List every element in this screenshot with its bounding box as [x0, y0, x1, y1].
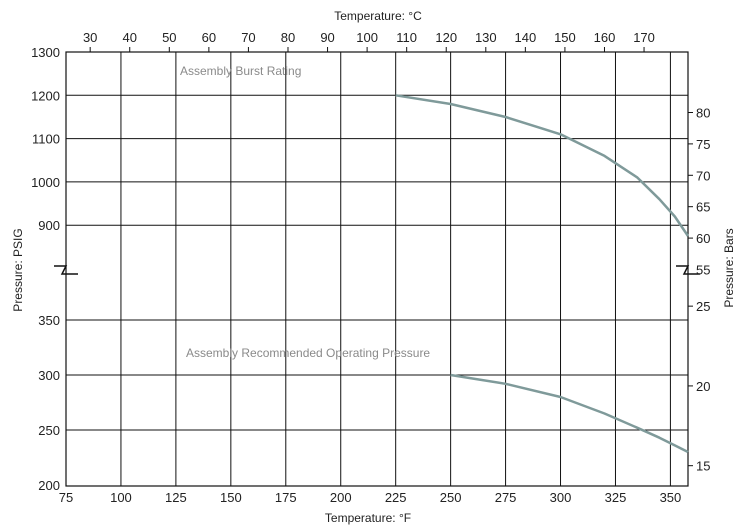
x2-tick-label: 120	[435, 30, 457, 45]
x2-tick-label: 70	[241, 30, 255, 45]
x2-tick-label: 90	[320, 30, 334, 45]
tick-labels: 75 100 125 150 175 200 225 250 275 300 325 350 30 40 5…	[31, 30, 710, 505]
x-tick-label: 300	[550, 490, 572, 505]
plot-frame	[65, 51, 689, 487]
x-tick-label: 200	[330, 490, 352, 505]
y-axis-label: Pressure: PSIG	[11, 228, 25, 311]
y2-tick-label: 65	[696, 200, 710, 215]
y-tick-label: 1300	[31, 45, 60, 60]
series-label-operating-pressure: Assembly Recommended Operating Pressure	[186, 346, 430, 360]
series-line-0	[395, 94, 690, 237]
x2-tick-label: 170	[633, 30, 655, 45]
x2-tick-label: 150	[554, 30, 576, 45]
x2-tick-label: 60	[202, 30, 216, 45]
axis-break-left	[54, 265, 78, 275]
x2-tick-label: 30	[83, 30, 97, 45]
y2-tick-label: 70	[696, 168, 710, 183]
x2-tick-label: 40	[123, 30, 137, 45]
x-tick-label: 100	[110, 490, 132, 505]
axis-breaks	[52, 258, 702, 278]
y2-tick-label: 80	[696, 105, 710, 120]
y2-tick-label: 60	[696, 231, 710, 246]
x-tick-label: 350	[660, 490, 682, 505]
y2-tick-label: 25	[696, 299, 710, 314]
y-tick-label: 1000	[31, 175, 60, 190]
x-tick-label: 225	[385, 490, 407, 505]
series-line-1	[450, 373, 689, 454]
x-axis-label: Temperature: °F	[325, 511, 411, 525]
series-group	[395, 94, 690, 454]
x2-axis-label: Temperature: °C	[334, 9, 422, 23]
y-tick-label: 1100	[32, 132, 60, 147]
x2-tick-label: 160	[594, 30, 616, 45]
y-tick-label: 900	[38, 218, 60, 233]
series-label-burst-rating: Assembly Burst Rating	[180, 64, 301, 78]
x2-tick-label: 80	[281, 30, 295, 45]
x-tick-label: 175	[275, 490, 297, 505]
x2-tick-label: 140	[515, 30, 537, 45]
x-tick-label: 275	[495, 490, 517, 505]
x-tick-label: 325	[605, 490, 627, 505]
x-tick-label: 125	[165, 490, 187, 505]
x2-tick-label: 50	[162, 30, 176, 45]
y-tick-label: 350	[38, 313, 60, 328]
y-tick-label: 300	[38, 368, 60, 383]
y2-tick-label: 75	[696, 137, 710, 152]
x-tick-label: 250	[440, 490, 462, 505]
x2-tick-label: 130	[475, 30, 497, 45]
x-tick-label: 150	[220, 490, 242, 505]
y-tick-label: 1200	[31, 88, 60, 103]
x2-tick-label: 100	[356, 30, 378, 45]
y2-tick-label: 20	[696, 379, 710, 394]
x-tick-label: 75	[59, 490, 73, 505]
y2-tick-label: 55	[696, 262, 710, 277]
y2-axis-label: Pressure: Bars	[722, 228, 736, 307]
y-tick-label: 250	[38, 423, 60, 438]
x2-tick-label: 110	[396, 30, 417, 45]
y-tick-label: 200	[38, 478, 60, 493]
axis-break-right	[676, 265, 700, 275]
grid	[66, 47, 693, 486]
y2-tick-label: 15	[696, 459, 710, 474]
